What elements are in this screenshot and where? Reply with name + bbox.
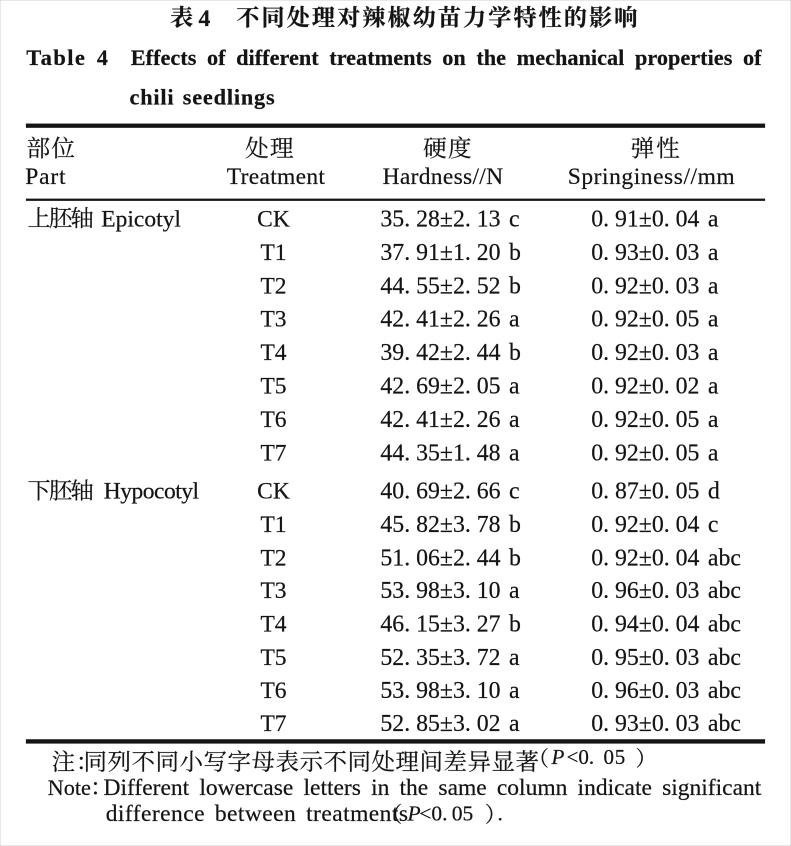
svg-text:39. 42±2. 44 b: 39. 42±2. 44 b [380, 340, 521, 366]
svg-text:CK: CK [257, 479, 290, 505]
svg-text:42. 41±2. 26 a: 42. 41±2. 26 a [380, 407, 520, 433]
svg-text:53. 98±3. 10 a: 53. 98±3. 10 a [380, 578, 520, 604]
svg-text:Treatment: Treatment [227, 164, 326, 190]
svg-text:0. 96±0. 03 abc: 0. 96±0. 03 abc [591, 578, 741, 604]
svg-text:05: 05 [604, 745, 627, 769]
svg-text:<0.: <0. [419, 802, 447, 826]
svg-text:0. 92±0. 04 c: 0. 92±0. 04 c [591, 512, 718, 538]
svg-text:52. 35±3. 72 a: 52. 35±3. 72 a [380, 645, 520, 671]
svg-text:T4: T4 [260, 340, 286, 366]
svg-text:T6: T6 [260, 678, 286, 704]
svg-text:52. 85±3. 02 a: 52. 85±3. 02 a [380, 711, 520, 737]
svg-text:05: 05 [452, 802, 474, 826]
svg-text:Hypocotyl: Hypocotyl [104, 479, 200, 505]
svg-text:Note: Note [48, 775, 91, 800]
svg-text:T2: T2 [260, 545, 286, 571]
svg-text:0. 87±0. 05 d: 0. 87±0. 05 d [591, 479, 720, 505]
svg-text:4: 4 [97, 45, 108, 70]
svg-text:51. 06±2. 44 b: 51. 06±2. 44 b [380, 545, 521, 571]
svg-text:.: . [498, 802, 503, 826]
svg-text:T5: T5 [260, 645, 286, 671]
svg-text:Springiness//mm: Springiness//mm [568, 164, 736, 190]
svg-text:T7: T7 [260, 441, 286, 467]
svg-text:45. 82±3. 78 b: 45. 82±3. 78 b [380, 512, 521, 538]
svg-text:42. 69±2. 05 a: 42. 69±2. 05 a [380, 374, 520, 400]
svg-text:0. 91±0. 04 a: 0. 91±0. 04 a [591, 206, 719, 232]
svg-text:0. 92±0. 04 abc: 0. 92±0. 04 abc [591, 545, 741, 571]
svg-text:T4: T4 [260, 612, 286, 638]
svg-text:T1: T1 [260, 240, 286, 266]
svg-text:4: 4 [199, 6, 211, 32]
svg-text:42. 41±2. 26 a: 42. 41±2. 26 a [380, 307, 520, 333]
svg-text:0. 94±0. 04 abc: 0. 94±0. 04 abc [591, 612, 741, 638]
svg-text:Hardness//N: Hardness//N [383, 164, 504, 190]
svg-text:T6: T6 [260, 407, 286, 433]
svg-text:0. 92±0. 05 a: 0. 92±0. 05 a [591, 407, 719, 433]
svg-text:T3: T3 [260, 578, 286, 604]
svg-text:37. 91±1. 20 b: 37. 91±1. 20 b [380, 240, 521, 266]
svg-text:0. 93±0. 03 a: 0. 93±0. 03 a [591, 240, 719, 266]
svg-text:T5: T5 [260, 374, 286, 400]
svg-text:Different lowercase letters in: Different lowercase letters in the same … [104, 775, 762, 801]
svg-text:Effects of different treatment: Effects of different treatments on the m… [131, 45, 762, 70]
svg-text:T3: T3 [260, 307, 286, 333]
svg-text:0. 93±0. 03 abc: 0. 93±0. 03 abc [591, 711, 741, 737]
svg-text:Part: Part [25, 164, 66, 190]
svg-text:44. 35±1. 48 a: 44. 35±1. 48 a [380, 441, 520, 467]
svg-text:0. 92±0. 02 a: 0. 92±0. 02 a [591, 374, 719, 400]
svg-text:T1: T1 [260, 512, 286, 538]
svg-text:<0.: <0. [567, 745, 595, 769]
svg-text:Epicotyl: Epicotyl [101, 206, 181, 232]
svg-text:0. 92±0. 03 a: 0. 92±0. 03 a [591, 273, 719, 299]
svg-text:chili seedlings: chili seedlings [130, 84, 276, 109]
svg-text:0. 95±0. 03 abc: 0. 95±0. 03 abc [591, 645, 741, 671]
svg-text:difference between treatments: difference between treatments [106, 801, 409, 827]
svg-text:P: P [407, 802, 421, 826]
svg-text:T2: T2 [260, 273, 286, 299]
svg-text:0. 92±0. 05 a: 0. 92±0. 05 a [591, 307, 719, 333]
svg-text:44. 55±2. 52 b: 44. 55±2. 52 b [380, 273, 521, 299]
svg-text:P: P [551, 745, 565, 769]
svg-text:CK: CK [257, 206, 290, 232]
svg-text:T7: T7 [260, 711, 286, 737]
svg-text:0. 92±0. 05 a: 0. 92±0. 05 a [591, 441, 719, 467]
svg-text:Table: Table [26, 45, 86, 70]
svg-text:0. 96±0. 03 abc: 0. 96±0. 03 abc [591, 678, 741, 704]
svg-text:35. 28±2. 13 c: 35. 28±2. 13 c [380, 206, 519, 232]
svg-text:40. 69±2. 66 c: 40. 69±2. 66 c [380, 479, 519, 505]
svg-text:46. 15±3. 27 b: 46. 15±3. 27 b [380, 612, 521, 638]
svg-text:0. 92±0. 03 a: 0. 92±0. 03 a [591, 340, 719, 366]
svg-text:53. 98±3. 10 a: 53. 98±3. 10 a [380, 678, 520, 704]
